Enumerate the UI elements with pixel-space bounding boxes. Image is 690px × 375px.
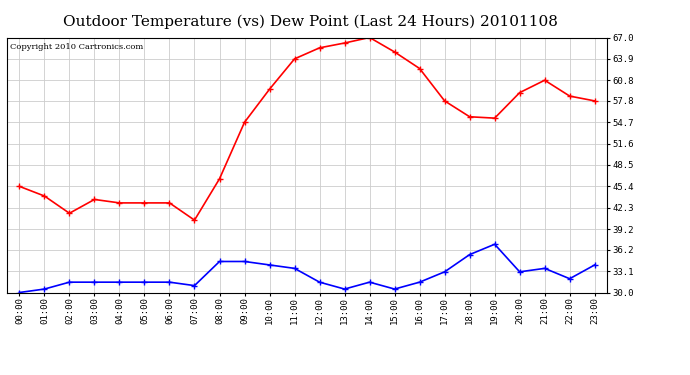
Text: Copyright 2010 Cartronics.com: Copyright 2010 Cartronics.com [10, 43, 143, 51]
Text: Outdoor Temperature (vs) Dew Point (Last 24 Hours) 20101108: Outdoor Temperature (vs) Dew Point (Last… [63, 15, 558, 29]
